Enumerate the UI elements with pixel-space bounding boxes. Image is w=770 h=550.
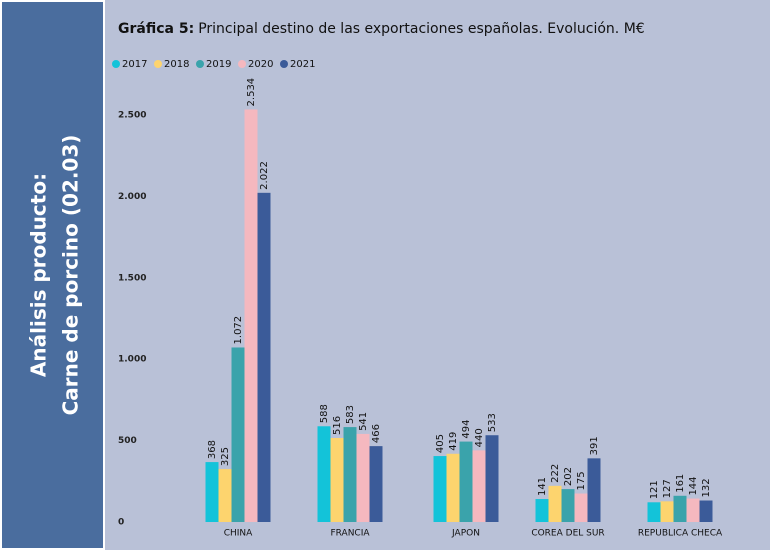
bar	[472, 450, 486, 522]
bar	[561, 489, 575, 522]
data-label: 2.534	[246, 78, 257, 107]
data-label: 466	[371, 424, 382, 443]
bar	[686, 498, 700, 522]
data-label: 583	[345, 405, 356, 424]
x-tick-label: FRANCIA	[330, 529, 370, 539]
legend-swatch	[112, 60, 120, 68]
bar	[356, 433, 370, 522]
y-tick-label: 1.000	[118, 355, 146, 365]
bar	[433, 456, 447, 522]
bar	[485, 435, 499, 522]
bar	[369, 446, 383, 522]
bar	[446, 453, 460, 522]
bar	[244, 109, 258, 523]
data-label: 405	[435, 434, 446, 453]
data-label: 325	[220, 447, 231, 466]
bar	[587, 458, 601, 522]
chart-title: Gráfica 5: Principal destino de las expor…	[118, 21, 645, 37]
data-label: 144	[688, 476, 699, 495]
legend-label: 2017	[122, 59, 147, 70]
bar	[574, 493, 588, 522]
bar	[257, 192, 271, 522]
title-text: Principal destino de las exportaciones e…	[198, 21, 645, 37]
y-tick-label: 2.000	[118, 192, 146, 202]
bar	[699, 500, 713, 522]
x-tick-label: JAPON	[451, 529, 480, 539]
data-label: 121	[649, 480, 660, 499]
legend-swatch	[238, 60, 246, 68]
y-tick-label: 500	[118, 436, 137, 446]
legend-label: 2020	[248, 59, 273, 70]
bar	[343, 427, 357, 522]
data-label: 494	[461, 419, 472, 438]
y-tick-label: 0	[118, 518, 124, 528]
x-tick-label: COREA DEL SUR	[531, 529, 604, 539]
x-tick-label: CHINA	[224, 529, 253, 539]
data-label: 440	[474, 428, 485, 447]
data-label: 533	[487, 413, 498, 432]
x-tick-label: REPUBLICA CHECA	[638, 529, 723, 539]
bar	[647, 502, 661, 522]
sidebar-line: Análisis producto:	[27, 173, 51, 377]
legend-swatch	[280, 60, 288, 68]
legend-label: 2018	[164, 59, 189, 70]
data-label: 1.072	[233, 316, 244, 345]
data-label: 161	[675, 474, 686, 493]
bar	[660, 501, 674, 522]
legend-swatch	[196, 60, 204, 68]
data-label: 419	[448, 432, 459, 451]
y-tick-label: 1.500	[118, 273, 146, 283]
data-label: 2.022	[259, 161, 270, 190]
bar	[231, 347, 245, 522]
bar	[535, 499, 549, 522]
bar	[330, 437, 344, 522]
bar	[673, 495, 687, 522]
sidebar	[2, 2, 103, 548]
data-label: 175	[576, 471, 587, 490]
data-label: 391	[589, 436, 600, 455]
legend-label: 2019	[206, 59, 231, 70]
data-label: 132	[701, 478, 712, 497]
legend-swatch	[154, 60, 162, 68]
data-label: 202	[563, 467, 574, 486]
legend-label: 2021	[290, 59, 315, 70]
bar	[317, 426, 331, 522]
bar	[205, 462, 219, 522]
title-prefix: Gráfica 5:	[118, 21, 194, 37]
data-label: 516	[332, 416, 343, 435]
y-tick-label: 2.500	[118, 111, 146, 121]
bar	[548, 485, 562, 522]
sidebar-line: Carne de porcino (02.03)	[59, 135, 83, 416]
data-label: 368	[207, 440, 218, 459]
data-label: 127	[662, 479, 673, 498]
data-label: 588	[319, 404, 330, 423]
bar	[459, 441, 473, 522]
bar	[218, 469, 232, 522]
data-label: 222	[550, 464, 561, 483]
data-label: 141	[537, 477, 548, 496]
data-label: 541	[358, 412, 369, 431]
